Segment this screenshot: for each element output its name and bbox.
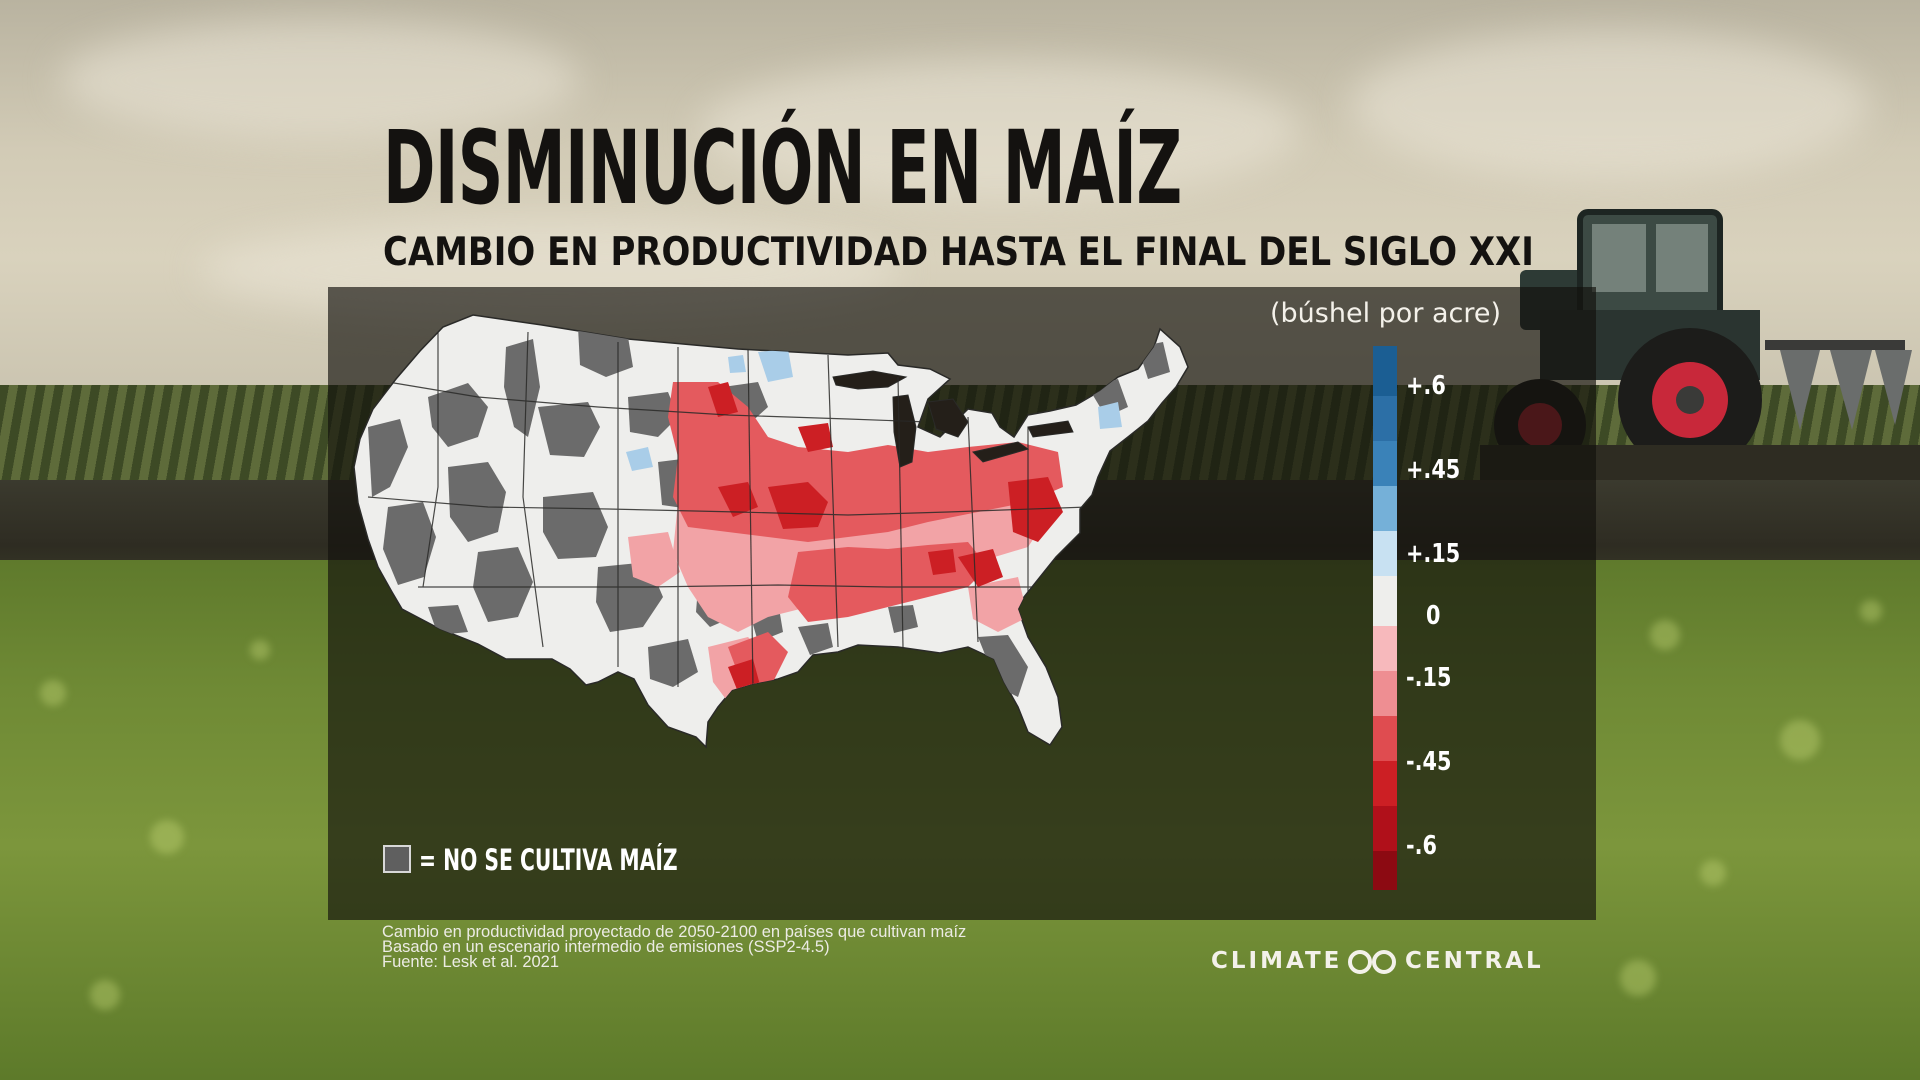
no-corn-label: = NO SE CULTIVA MAÍZ bbox=[419, 843, 678, 877]
legend-tick: +.45 bbox=[1406, 455, 1461, 485]
legend-tick: -.6 bbox=[1406, 831, 1438, 861]
legend-swatch bbox=[1373, 346, 1397, 396]
yield-gain-light bbox=[626, 349, 1122, 471]
bokeh bbox=[1700, 860, 1726, 886]
bokeh bbox=[1620, 960, 1656, 996]
bokeh bbox=[1860, 600, 1882, 622]
cloud bbox=[1350, 30, 1870, 180]
bokeh bbox=[40, 680, 66, 706]
legend-swatch bbox=[1373, 716, 1397, 761]
legend-swatch bbox=[1373, 626, 1397, 671]
yield-decline-severe bbox=[708, 382, 1063, 692]
infinity-loop-icon bbox=[1348, 950, 1396, 974]
climate-central-logo: CLIMATE CENTRAL bbox=[1211, 948, 1541, 978]
legend-tick: 0 bbox=[1426, 601, 1441, 631]
legend-color-bar bbox=[1373, 346, 1397, 890]
legend-swatch bbox=[1373, 806, 1397, 851]
no-corn-swatch bbox=[383, 845, 411, 873]
legend-swatch bbox=[1373, 531, 1397, 576]
legend-swatch bbox=[1373, 576, 1397, 626]
bokeh bbox=[1650, 620, 1680, 650]
note-line: Cambio en productividad proyectado de 20… bbox=[382, 923, 967, 941]
source-notes: Cambio en productividad proyectado de 20… bbox=[382, 923, 1102, 971]
legend-swatch bbox=[1373, 851, 1397, 890]
legend-tick: +.6 bbox=[1406, 371, 1446, 401]
legend-swatch bbox=[1373, 671, 1397, 716]
bokeh bbox=[1780, 720, 1820, 760]
legend-tick: +.15 bbox=[1406, 539, 1461, 569]
brand-word-right: CENTRAL bbox=[1405, 948, 1544, 974]
bokeh bbox=[150, 820, 184, 854]
legend-unit: (búshel por acre) bbox=[1270, 298, 1502, 329]
brand-word-left: CLIMATE bbox=[1211, 948, 1343, 974]
legend-tick: -.15 bbox=[1406, 663, 1452, 693]
legend-swatch bbox=[1373, 761, 1397, 806]
bokeh bbox=[250, 640, 270, 660]
note-line: Fuente: Lesk et al. 2021 bbox=[382, 953, 560, 971]
legend-swatch bbox=[1373, 441, 1397, 486]
legend-swatch bbox=[1373, 486, 1397, 531]
cloud bbox=[60, 20, 580, 140]
cloud bbox=[700, 60, 1300, 200]
us-corn-yield-map bbox=[353, 314, 1189, 749]
great-lakes bbox=[832, 370, 1074, 468]
page-title: DISMINUCIÓN EN MAÍZ bbox=[383, 109, 1182, 228]
legend-tick: -.45 bbox=[1406, 747, 1452, 777]
bokeh bbox=[90, 980, 120, 1010]
note-line: Basado en un escenario intermedio de emi… bbox=[382, 938, 830, 956]
page-subtitle: CAMBIO EN PRODUCTIVIDAD HASTA EL FINAL D… bbox=[383, 230, 1534, 275]
legend-swatch bbox=[1373, 396, 1397, 441]
state-boundaries bbox=[367, 327, 1089, 688]
